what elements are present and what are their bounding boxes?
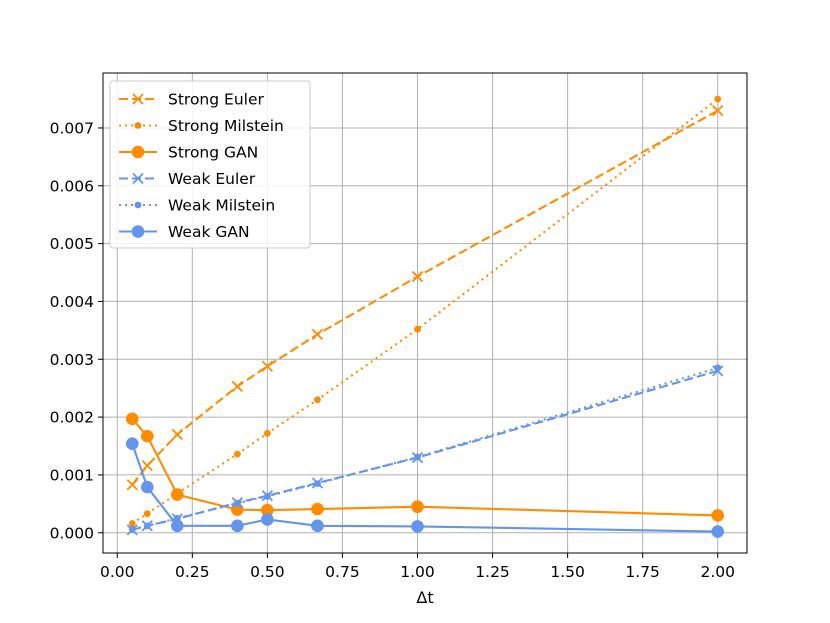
x-tick-label: 0.50 <box>250 563 285 581</box>
data-point <box>233 499 241 507</box>
data-point <box>263 492 271 500</box>
legend-label: Weak GAN <box>168 223 250 241</box>
series-group <box>125 95 725 538</box>
legend-label: Weak Euler <box>168 170 256 188</box>
data-point <box>231 519 244 533</box>
legend-marker <box>134 122 142 129</box>
legend-item: Weak Milstein <box>119 197 275 215</box>
legend-box <box>109 80 311 249</box>
y-tick-label: 0.003 <box>50 351 94 369</box>
x-tick-label: 1.00 <box>400 563 435 581</box>
legend-label: Strong GAN <box>168 144 258 162</box>
data-point <box>411 270 424 283</box>
data-point <box>231 380 243 393</box>
data-point <box>143 522 151 530</box>
series-line-strong-gan <box>131 418 718 517</box>
data-point <box>233 450 241 458</box>
legend-marker <box>134 201 142 209</box>
data-point <box>714 95 722 103</box>
data-point <box>125 412 139 426</box>
x-tick-label: 1.25 <box>475 563 510 581</box>
x-tick-label: 0.75 <box>325 563 360 581</box>
series-line-strong-euler <box>131 109 719 486</box>
y-tick-label: 0.004 <box>50 293 94 311</box>
legend-label: Strong Milstein <box>168 117 284 135</box>
series-weak-gan <box>125 437 725 538</box>
data-point <box>261 360 274 372</box>
data-point <box>171 488 184 501</box>
data-point <box>126 479 138 491</box>
data-point <box>128 525 136 533</box>
data-point <box>261 503 274 517</box>
data-point <box>140 480 154 494</box>
legend-marker <box>132 93 144 105</box>
y-tick-label: 0.002 <box>50 409 94 427</box>
legend-item: Weak Euler <box>119 170 256 188</box>
legend-item: Strong Euler <box>119 91 264 109</box>
series-weak-milstein <box>128 364 722 533</box>
y-tick-label: 0.005 <box>50 235 94 253</box>
data-point <box>128 520 136 527</box>
y-tick-label: 0.000 <box>50 524 94 542</box>
legend-marker <box>132 172 144 185</box>
x-tick-label: 0.25 <box>175 563 210 581</box>
x-tick-label: 0.00 <box>100 563 135 581</box>
legend-item: Strong Milstein <box>119 117 284 135</box>
data-point <box>414 453 421 461</box>
data-point <box>171 519 184 533</box>
data-point <box>311 502 324 516</box>
legend: Strong Euler Strong Milstein Strong GAN Wea… <box>109 80 311 249</box>
data-point <box>314 480 321 488</box>
legend-label: Weak Milstein <box>168 197 275 215</box>
data-point <box>311 328 324 341</box>
y-tick-label: 0.001 <box>50 466 94 484</box>
x-tick-label: 2.00 <box>700 563 735 581</box>
data-point <box>140 429 154 443</box>
x-tick-label: 1.50 <box>550 563 585 581</box>
grid <box>103 73 747 553</box>
series-line-weak-gan <box>131 443 718 533</box>
axis-ticks: 0.00 0.25 0.50 0.75 1.00 1.25 1.50 1.75 2.00 0.00… <box>50 119 735 581</box>
legend-item: Weak GAN <box>119 223 250 241</box>
data-point <box>411 500 424 514</box>
data-point <box>125 437 139 450</box>
data-point <box>711 525 725 538</box>
data-point <box>311 519 324 533</box>
data-point <box>714 364 722 372</box>
data-point <box>712 104 724 117</box>
data-point <box>143 510 151 518</box>
data-point <box>711 509 725 522</box>
series-line-weak-milstein <box>132 366 719 531</box>
legend-label: Strong Euler <box>168 91 264 109</box>
data-point <box>314 396 321 404</box>
plot-frame <box>102 72 748 554</box>
legend-item: Strong GAN <box>119 144 258 162</box>
x-tick-label: 1.75 <box>625 563 660 581</box>
x-axis-label: Δt <box>416 588 433 607</box>
data-point <box>411 520 424 533</box>
data-point <box>414 325 421 333</box>
y-tick-label: 0.007 <box>50 119 94 137</box>
legend-marker <box>131 225 145 238</box>
series-strong-euler <box>126 104 724 491</box>
data-point <box>141 460 153 472</box>
legend-marker <box>131 145 145 159</box>
data-point <box>171 428 183 441</box>
series-line-strong-milstein <box>131 98 719 525</box>
data-point <box>263 429 271 437</box>
y-tick-label: 0.006 <box>50 177 94 195</box>
data-point <box>261 513 274 526</box>
